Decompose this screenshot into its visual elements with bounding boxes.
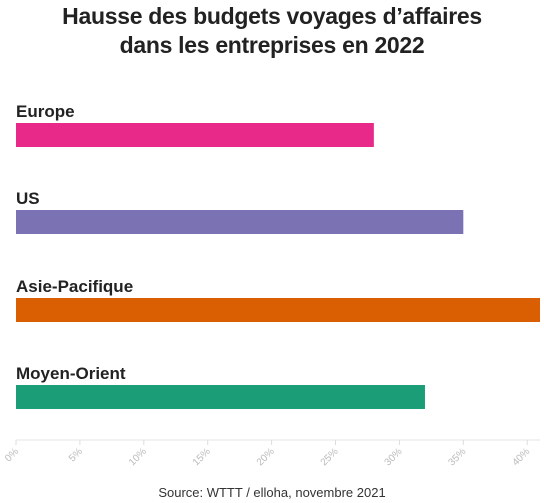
category-label: Europe: [16, 102, 75, 121]
category-label: Moyen-Orient: [16, 364, 126, 383]
x-tick-label: 20%: [255, 446, 277, 468]
bar-asie-pacifique: [16, 298, 540, 322]
x-tick-label: 10%: [127, 446, 149, 468]
bar-us: [16, 210, 464, 234]
x-tick-label: 0%: [3, 446, 21, 464]
x-tick-label: 15%: [191, 446, 213, 468]
chart-title: Hausse des budgets voyages d’affaires da…: [0, 2, 544, 60]
x-tick-label: 5%: [67, 446, 85, 464]
bar-europe: [16, 123, 374, 147]
chart-title-line-1: Hausse des budgets voyages d’affaires: [62, 3, 482, 29]
x-tick-label: 25%: [319, 446, 341, 468]
chart-source: Source: WTTT / elloha, novembre 2021: [158, 485, 386, 500]
chart-title-line-2: dans les entreprises en 2022: [119, 32, 425, 58]
x-tick-label: 40%: [510, 446, 532, 468]
category-label: Asie-Pacifique: [16, 277, 133, 296]
bar-moyen-orient: [16, 385, 425, 409]
category-label: US: [16, 189, 40, 208]
x-tick-label: 30%: [383, 446, 405, 468]
x-tick-label: 35%: [447, 446, 469, 468]
